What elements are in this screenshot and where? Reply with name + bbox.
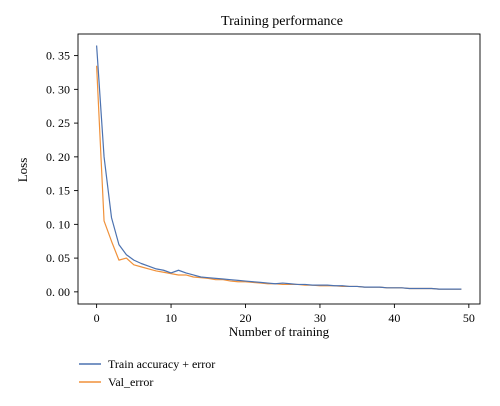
- x-axis-label: Number of training: [229, 324, 330, 339]
- y-axis: 0. 00 0. 05 0. 10 0. 15 0. 20 0. 25 0. 30 0. 35: [46, 49, 78, 299]
- legend-label: Train accuracy + error: [108, 357, 215, 371]
- legend: Train accuracy + error Val_error: [79, 357, 215, 389]
- series-line-val-error: [96, 65, 462, 290]
- series-layer: [96, 45, 462, 290]
- chart-title: Training performance: [221, 14, 343, 29]
- y-tick-label: 0. 10: [46, 217, 70, 231]
- y-tick-label: 0. 15: [46, 184, 70, 198]
- plot-frame: [77, 33, 481, 305]
- y-axis-label: Loss: [15, 158, 30, 183]
- y-tick-label: 0. 05: [46, 251, 70, 265]
- y-tick-label: 0. 35: [46, 49, 70, 63]
- y-tick-label: 0. 25: [46, 116, 70, 130]
- x-tick-label: 50: [463, 311, 475, 325]
- x-tick-label: 30: [314, 311, 326, 325]
- y-tick-label: 0. 20: [46, 150, 70, 164]
- x-tick-label: 10: [165, 311, 177, 325]
- legend-label: Val_error: [108, 375, 153, 389]
- x-tick-label: 20: [240, 311, 252, 325]
- series-line-train-accuracy-error: [96, 45, 462, 290]
- y-tick-label: 0. 00: [46, 285, 70, 299]
- y-tick-label: 0. 30: [46, 82, 70, 96]
- x-tick-label: 40: [388, 311, 400, 325]
- x-tick-label: 0: [94, 311, 100, 325]
- x-axis: 0 10 20 30 40 50: [94, 304, 475, 325]
